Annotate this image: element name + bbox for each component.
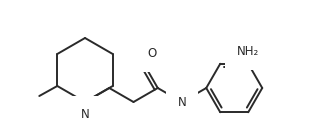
Text: N: N [81,108,89,121]
Text: O: O [148,47,157,60]
Text: H: H [178,86,186,96]
Text: N: N [178,95,186,109]
Text: NH₂: NH₂ [237,45,259,58]
